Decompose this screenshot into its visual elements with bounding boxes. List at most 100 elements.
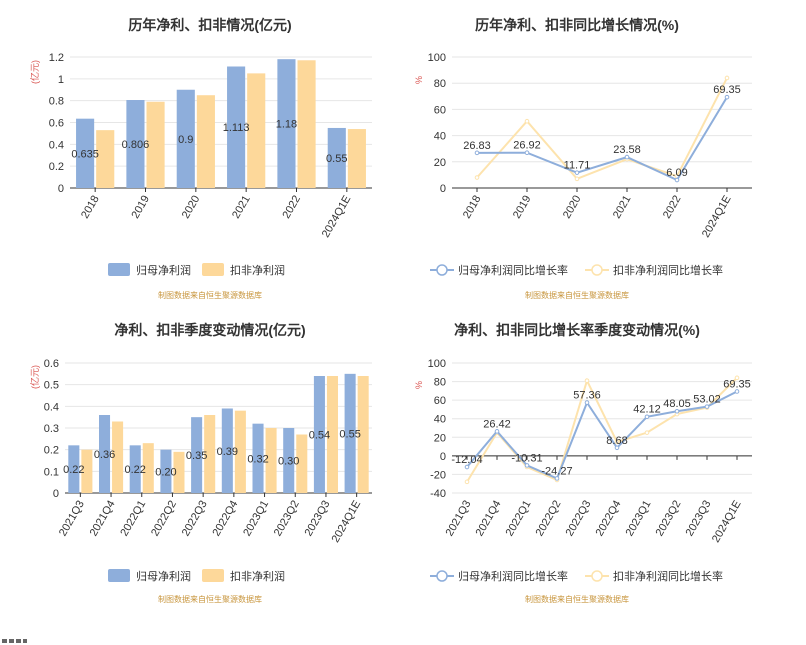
line-data-label: -10.31 (511, 452, 542, 464)
bar-attributable-net-profit (221, 408, 233, 493)
y-tick-label: 0.8 (49, 96, 64, 108)
legend-marker (591, 570, 603, 582)
bar-data-label: 0.55 (326, 153, 347, 165)
line-point-attributable-growth (704, 404, 710, 409)
x-tick-label: 2023Q3 (684, 499, 714, 539)
bar-attributable-net-profit (98, 415, 111, 493)
y-tick-label: 80 (434, 377, 446, 389)
legend-label: 归母净利润 (136, 569, 191, 583)
chart-panel-3: 净利、扣非季度变动情况(亿元) (亿元) 0 0.1 0.2 0.3 0.4 0.5 0.6 20… (29, 322, 372, 604)
x-tick-label: 2022 (280, 194, 303, 221)
bar-attributable-net-profit (126, 100, 145, 188)
legend-label: 归母净利润同比增长率 (458, 569, 568, 583)
chart-panel-1: 历年净利、扣非情况(亿元) (亿元) 0 0.2 0.4 0.6 0.8 1 1.2 2018 20… (29, 17, 372, 300)
y-tick-label: 0.1 (44, 466, 59, 478)
legend-label: 归母净利润 (136, 263, 191, 277)
bar-attributable-net-profit (76, 118, 95, 188)
bar-attributable-net-profit (344, 373, 356, 493)
bar-deducted-net-profit (296, 434, 308, 493)
y-tick-label: 100 (428, 358, 446, 370)
bar-data-label: 0.35 (186, 450, 207, 462)
bar-attributable-net-profit (283, 428, 295, 493)
bar-attributable-net-profit (176, 89, 195, 188)
source-note: 制图数据来自恒生聚源数据库 (525, 594, 629, 604)
line-point-attributable-growth (584, 400, 590, 405)
y-tick-label: 0.3 (44, 423, 59, 435)
bar-data-label: 0.54 (309, 430, 330, 442)
line-point-deducted-growth (584, 378, 590, 383)
x-tick-label: 2021Q4 (88, 499, 118, 539)
bar-data-label: 0.30 (278, 456, 299, 468)
x-tick-label: 2023Q3 (303, 499, 333, 539)
line-data-label: -12.04 (451, 454, 482, 466)
line-point-attributable-growth (644, 414, 650, 420)
source-note: 制图数据来自恒生聚源数据库 (158, 594, 262, 604)
bar-attributable-net-profit (252, 423, 264, 493)
bar-data-label: 0.32 (247, 453, 268, 465)
bar-data-label: 0.22 (63, 464, 84, 476)
bar-attributable-net-profit (191, 417, 203, 493)
legend-label: 归母净利润同比增长率 (458, 263, 568, 277)
x-tick-label: 2023Q2 (654, 499, 684, 539)
line-data-label: 6.09 (666, 167, 687, 179)
y-tick-label: 0.2 (44, 445, 59, 457)
bar-attributable-net-profit (68, 445, 80, 493)
line-data-label: 69.35 (713, 84, 741, 96)
x-tick-label: 2021Q4 (474, 499, 504, 539)
x-tick-label: 2021Q3 (57, 499, 87, 539)
y-unit-label: (亿元) (29, 60, 40, 84)
y-tick-label: 60 (434, 104, 446, 116)
bar-deducted-net-profit (81, 449, 93, 493)
line-point-deducted-growth (614, 439, 620, 445)
bar-attributable-net-profit (129, 445, 141, 493)
bar-deducted-net-profit (265, 428, 277, 493)
x-tick-label: 2021 (230, 194, 253, 221)
bar-data-label: 1.113 (223, 122, 250, 134)
y-tick-label: 0.4 (44, 401, 59, 413)
y-tick-label: 20 (434, 432, 446, 444)
bar-attributable-net-profit (227, 66, 246, 188)
y-tick-label: 20 (434, 157, 446, 169)
legend-label: 扣非净利润同比增长率 (613, 569, 723, 583)
x-tick-label: 2019 (129, 194, 152, 221)
bar-deducted-net-profit (112, 421, 124, 493)
line-data-label: 26.83 (463, 140, 491, 152)
x-tick-label: 2023Q2 (272, 499, 302, 539)
y-tick-label: 1.2 (49, 52, 64, 64)
legend-marker (591, 264, 603, 276)
line-point-attributable-growth (474, 150, 480, 156)
line-point-attributable-growth (554, 476, 560, 481)
line-data-label: 26.92 (513, 140, 541, 152)
y-tick-label: 0 (440, 451, 446, 463)
y-tick-label: 100 (428, 52, 446, 64)
bar-data-label: 0.635 (71, 148, 99, 160)
y-tick-label: 0.6 (44, 358, 59, 370)
line-attributable-growth (476, 96, 728, 182)
bar-data-label: 0.22 (125, 464, 146, 476)
bar-deducted-net-profit (234, 410, 246, 493)
line-data-label: 53.02 (693, 394, 721, 406)
line-point-attributable-growth (524, 150, 530, 156)
x-tick-label: 2022Q3 (180, 499, 210, 539)
source-note: 制图数据来自恒生聚源数据库 (158, 290, 262, 300)
line-point-attributable-growth (464, 464, 470, 470)
y-tick-label: 0 (58, 183, 64, 195)
bar-deducted-net-profit (204, 415, 216, 493)
bar-deducted-net-profit (96, 130, 115, 188)
line-point-deducted-growth (524, 118, 530, 124)
bar-data-label: 0.39 (217, 446, 238, 458)
y-unit-label: % (414, 381, 424, 389)
bar-data-label: 0.9 (178, 134, 193, 146)
bar-attributable-net-profit (277, 59, 296, 188)
line-data-label: 48.05 (663, 398, 691, 410)
bar-data-label: 0.20 (155, 466, 176, 478)
y-tick-label: 0 (440, 183, 446, 195)
legend-label: 扣非净利润同比增长率 (613, 263, 723, 277)
x-tick-label: 2019 (511, 194, 534, 221)
x-tick-label: 2023Q1 (624, 499, 654, 539)
y-tick-label: 60 (434, 395, 446, 407)
legend-swatch (202, 569, 224, 582)
x-tick-label: 2021Q3 (444, 499, 474, 539)
chart-panel-2: 历年净利、扣非同比增长情况(%)% 0 20 40 60 80 100 2018 2019 202… (414, 17, 752, 300)
